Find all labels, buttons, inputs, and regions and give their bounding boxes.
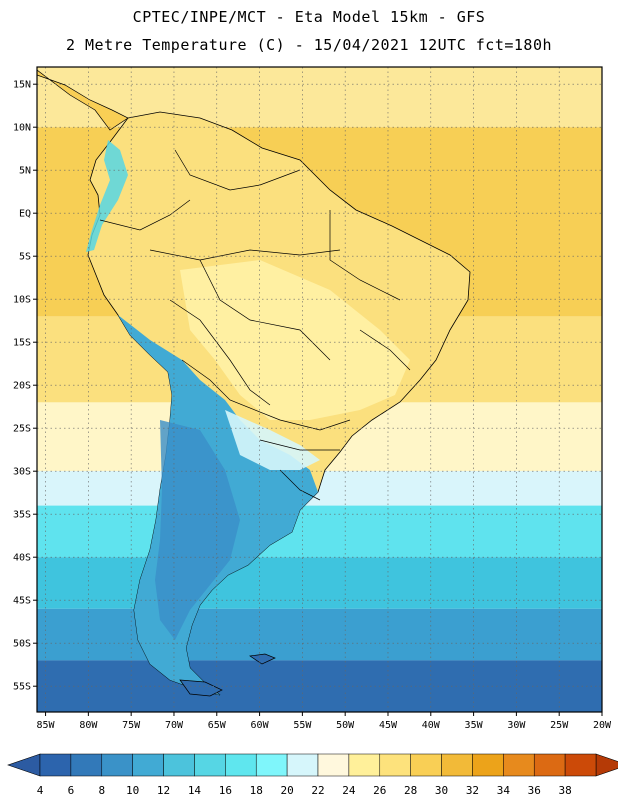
longitude-labels: 85W 80W 75W 70W 65W 60W 55W 50W 45W 40W 35W 30W 25W 2… xyxy=(37,712,612,731)
lat-label: 25S xyxy=(13,424,31,435)
lon-label: 40W xyxy=(422,720,441,731)
lon-label: 70W xyxy=(165,720,184,731)
colorbar-label: 24 xyxy=(342,784,356,797)
title-line-1: CPTEC/INPE/MCT - Eta Model 15km - GFS xyxy=(132,8,486,26)
colorbar-swatch xyxy=(441,753,473,777)
colorbar-swatch xyxy=(379,753,411,777)
colorbar-label: 16 xyxy=(219,784,232,797)
colorbar-label: 6 xyxy=(68,784,75,797)
argentina-mid-cold-zone xyxy=(155,420,240,640)
lat-label: 15S xyxy=(13,338,31,349)
colorbar-swatch xyxy=(503,753,535,777)
lat-label: 10S xyxy=(13,295,31,306)
colorbar-swatch xyxy=(255,753,288,777)
central-brazil-warm-zone xyxy=(180,260,410,420)
colorbar-swatch xyxy=(39,753,72,777)
lon-label: 30W xyxy=(507,720,526,731)
colorbar-swatch xyxy=(194,753,226,777)
lon-label: 75W xyxy=(122,720,141,731)
map-frame xyxy=(36,66,603,713)
colorbar-label: 34 xyxy=(497,784,511,797)
colorbar-swatch xyxy=(163,753,195,777)
title-line-2: 2 Metre Temperature (C) - 15/04/2021 12U… xyxy=(65,36,553,54)
lon-label: 35W xyxy=(465,720,484,731)
northern-andes-cold-strip xyxy=(86,140,128,252)
lat-label: 20S xyxy=(13,381,31,392)
lon-label: 45W xyxy=(379,720,398,731)
ocean-band-5 xyxy=(37,505,602,558)
colorbar-label: 8 xyxy=(98,784,105,797)
colorbar-swatch xyxy=(533,753,566,777)
lat-label: 10N xyxy=(13,123,31,134)
lat-label: 5S xyxy=(19,252,31,263)
colorbar-right-arrow xyxy=(595,753,618,777)
central-america xyxy=(37,69,129,131)
lat-label: 35S xyxy=(13,510,31,521)
colorbar-swatch xyxy=(348,753,381,777)
lon-label: 55W xyxy=(293,720,312,731)
lat-label: 40S xyxy=(13,553,31,564)
lon-label: 65W xyxy=(208,720,227,731)
lon-label: 25W xyxy=(550,720,569,731)
colorbar-label: 14 xyxy=(188,784,202,797)
colorbar-left-arrow xyxy=(7,753,41,777)
lon-label: 60W xyxy=(251,720,270,731)
colorbar-swatch xyxy=(132,753,164,777)
colorbar-swatch xyxy=(225,753,257,777)
colorbar-label: 36 xyxy=(528,784,541,797)
lat-label: 45S xyxy=(13,596,31,607)
colorbar-swatch xyxy=(317,753,350,777)
colorbar-label: 20 xyxy=(280,784,293,797)
colorbar-swatch xyxy=(101,753,133,777)
ocean-band-6 xyxy=(37,557,602,609)
colorbar-label: 32 xyxy=(466,784,479,797)
lat-label: 55S xyxy=(13,682,31,693)
lat-label: 50S xyxy=(13,639,31,650)
lon-label: 50W xyxy=(336,720,355,731)
colorbar-label: 10 xyxy=(126,784,139,797)
falkland-islands xyxy=(249,653,276,665)
latitude-labels: 15N 10N 5N EQ 5S 10S 15S 20S 25S 30S 35S 40S 45S 50S 5… xyxy=(13,80,37,693)
colorbar-label: 30 xyxy=(435,784,448,797)
lon-label: 85W xyxy=(37,720,56,731)
colorbar-label: 18 xyxy=(250,784,263,797)
tierra-del-fuego xyxy=(179,679,223,697)
pampas-light-zone xyxy=(225,410,320,470)
colorbar-label: 26 xyxy=(373,784,386,797)
lat-label: 5N xyxy=(19,166,31,177)
temperature-colorbar: 4 6 8 10 12 14 16 18 20 22 24 26 28 30 32 34 36 38 xyxy=(7,753,618,797)
colorbar-label: 38 xyxy=(558,784,571,797)
colorbar-swatch xyxy=(286,753,319,777)
colorbar-label: 4 xyxy=(37,784,44,797)
ocean-band-8 xyxy=(37,660,602,712)
lon-label: 80W xyxy=(79,720,98,731)
colorbar-swatch xyxy=(70,753,103,777)
ocean-band-7 xyxy=(37,608,602,661)
colorbar-swatch xyxy=(564,753,597,777)
lat-label: EQ xyxy=(19,209,31,220)
colorbar-label: 28 xyxy=(404,784,417,797)
lat-label: 30S xyxy=(13,467,31,478)
lon-label: 20W xyxy=(593,720,612,731)
colorbar-swatch xyxy=(410,753,442,777)
colorbar-label: 12 xyxy=(157,784,170,797)
colorbar-swatch xyxy=(472,753,504,777)
colorbar-label: 22 xyxy=(311,784,324,797)
lat-label: 15N xyxy=(13,80,31,91)
